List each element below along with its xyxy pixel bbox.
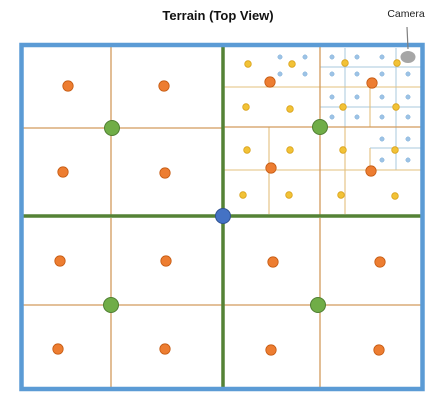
level4-node [405,114,411,120]
level4-node [354,71,360,77]
level3-node [239,191,247,199]
level4-node [329,114,335,120]
level2-node [265,162,277,174]
level4-node [354,54,360,60]
level4-node [405,157,411,163]
level2-node [57,166,69,178]
level3-grid-lines [223,86,421,214]
level2-node [373,344,385,356]
level4-node [379,136,385,142]
level2-node [159,343,171,355]
level3-node [339,146,347,154]
level2-node [366,77,378,89]
level4-node [379,157,385,163]
level1-node [103,297,119,313]
camera-pointer-line [406,26,409,50]
diagram-title: Terrain (Top View) [162,8,274,23]
level4-node [405,71,411,77]
terrain-frame [19,42,425,392]
level2-node [264,76,276,88]
camera-marker [400,51,416,63]
level3-node [242,103,250,111]
level3-node [243,146,251,154]
level3-node [391,192,399,200]
level3-node [341,59,349,67]
level3-node [286,105,294,113]
level2-node [374,256,386,268]
level3-node [337,191,345,199]
level4-nodes [277,54,411,163]
root-node [215,208,231,224]
level2-node [159,167,171,179]
level3-node [339,103,347,111]
level2-node [265,344,277,356]
level2-node [54,255,66,267]
level4-node [379,54,385,60]
level4-node [379,71,385,77]
level3-node [285,191,293,199]
level4-node [329,71,335,77]
level3-node [392,103,400,111]
level2-node [160,255,172,267]
level4-node [302,71,308,77]
level4-node [302,54,308,60]
level3-node [393,59,401,67]
level2-node [267,256,279,268]
level1-nodes [103,119,328,313]
level1-node [312,119,328,135]
level2-node [158,80,170,92]
level2-node [52,343,64,355]
level4-node [329,94,335,100]
camera-label: Camera [387,8,425,20]
level3-node [391,146,399,154]
level4-node [379,114,385,120]
level4-node [354,94,360,100]
level2-node [62,80,74,92]
level4-node [329,54,335,60]
level4-node [354,114,360,120]
level3-node [244,60,252,68]
level4-node [277,71,283,77]
level1-node [310,297,326,313]
level4-node [405,94,411,100]
level4-node [277,54,283,60]
level4-node [379,94,385,100]
level2-nodes [52,76,386,356]
level3-node [286,146,294,154]
level1-node [104,120,120,136]
level2-node [365,165,377,177]
level3-nodes [239,59,401,200]
level3-node [288,60,296,68]
level4-node [405,136,411,142]
